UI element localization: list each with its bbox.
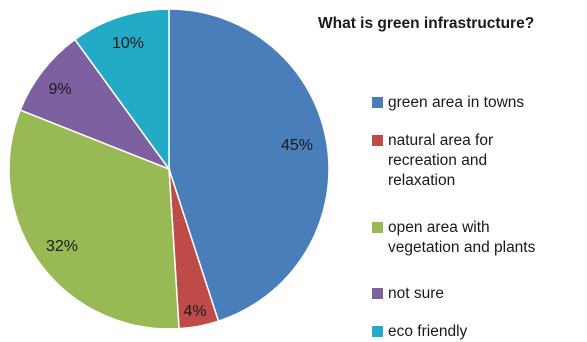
legend-item-open-area: open area with vegetation and plants [372,218,587,258]
data-label-open-area: 32% [46,238,78,255]
pie-slice-natural-area [168,168,220,328]
legend-swatch-green-area-in-towns [372,97,383,108]
legend-item-green-area-in-towns: green area in towns [372,93,587,113]
pie-chart: 45% 4% 32% 9% 10% What is green infrastructu… [8,8,587,340]
legend-label-green-area-in-towns: green area in towns [388,94,525,111]
pie-slice-green-area-in-towns [168,8,330,323]
data-label-natural-area: 4% [183,303,206,320]
legend-item-eco-friendly: eco friendly [372,322,587,342]
data-label-green-area-in-towns: 45% [281,137,313,154]
pie-slice-not-sure [19,38,172,171]
legend-swatch-open-area [372,222,383,233]
legend-item-not-sure: not sure [372,284,587,304]
legend-swatch-not-sure [372,288,383,299]
legend-swatch-natural-area [372,135,383,146]
data-label-eco-friendly: 10% [112,35,144,52]
chart-title: What is green infrastructure? [318,15,535,32]
pie-slice-open-area [8,109,180,328]
pie-chart-svg: 45% 4% 32% 9% 10% [8,8,330,328]
data-label-not-sure: 9% [48,81,71,98]
pie-slice-eco-friendly [73,8,170,172]
legend-item-natural-area: natural area for recreation and relaxati… [372,131,587,191]
legend-label-open-area: open area with vegetation and plants [388,219,536,256]
legend-label-not-sure: not sure [388,285,445,302]
legend-label-natural-area: natural area for recreation and relaxati… [388,132,494,189]
legend-label-eco-friendly: eco friendly [388,323,468,340]
